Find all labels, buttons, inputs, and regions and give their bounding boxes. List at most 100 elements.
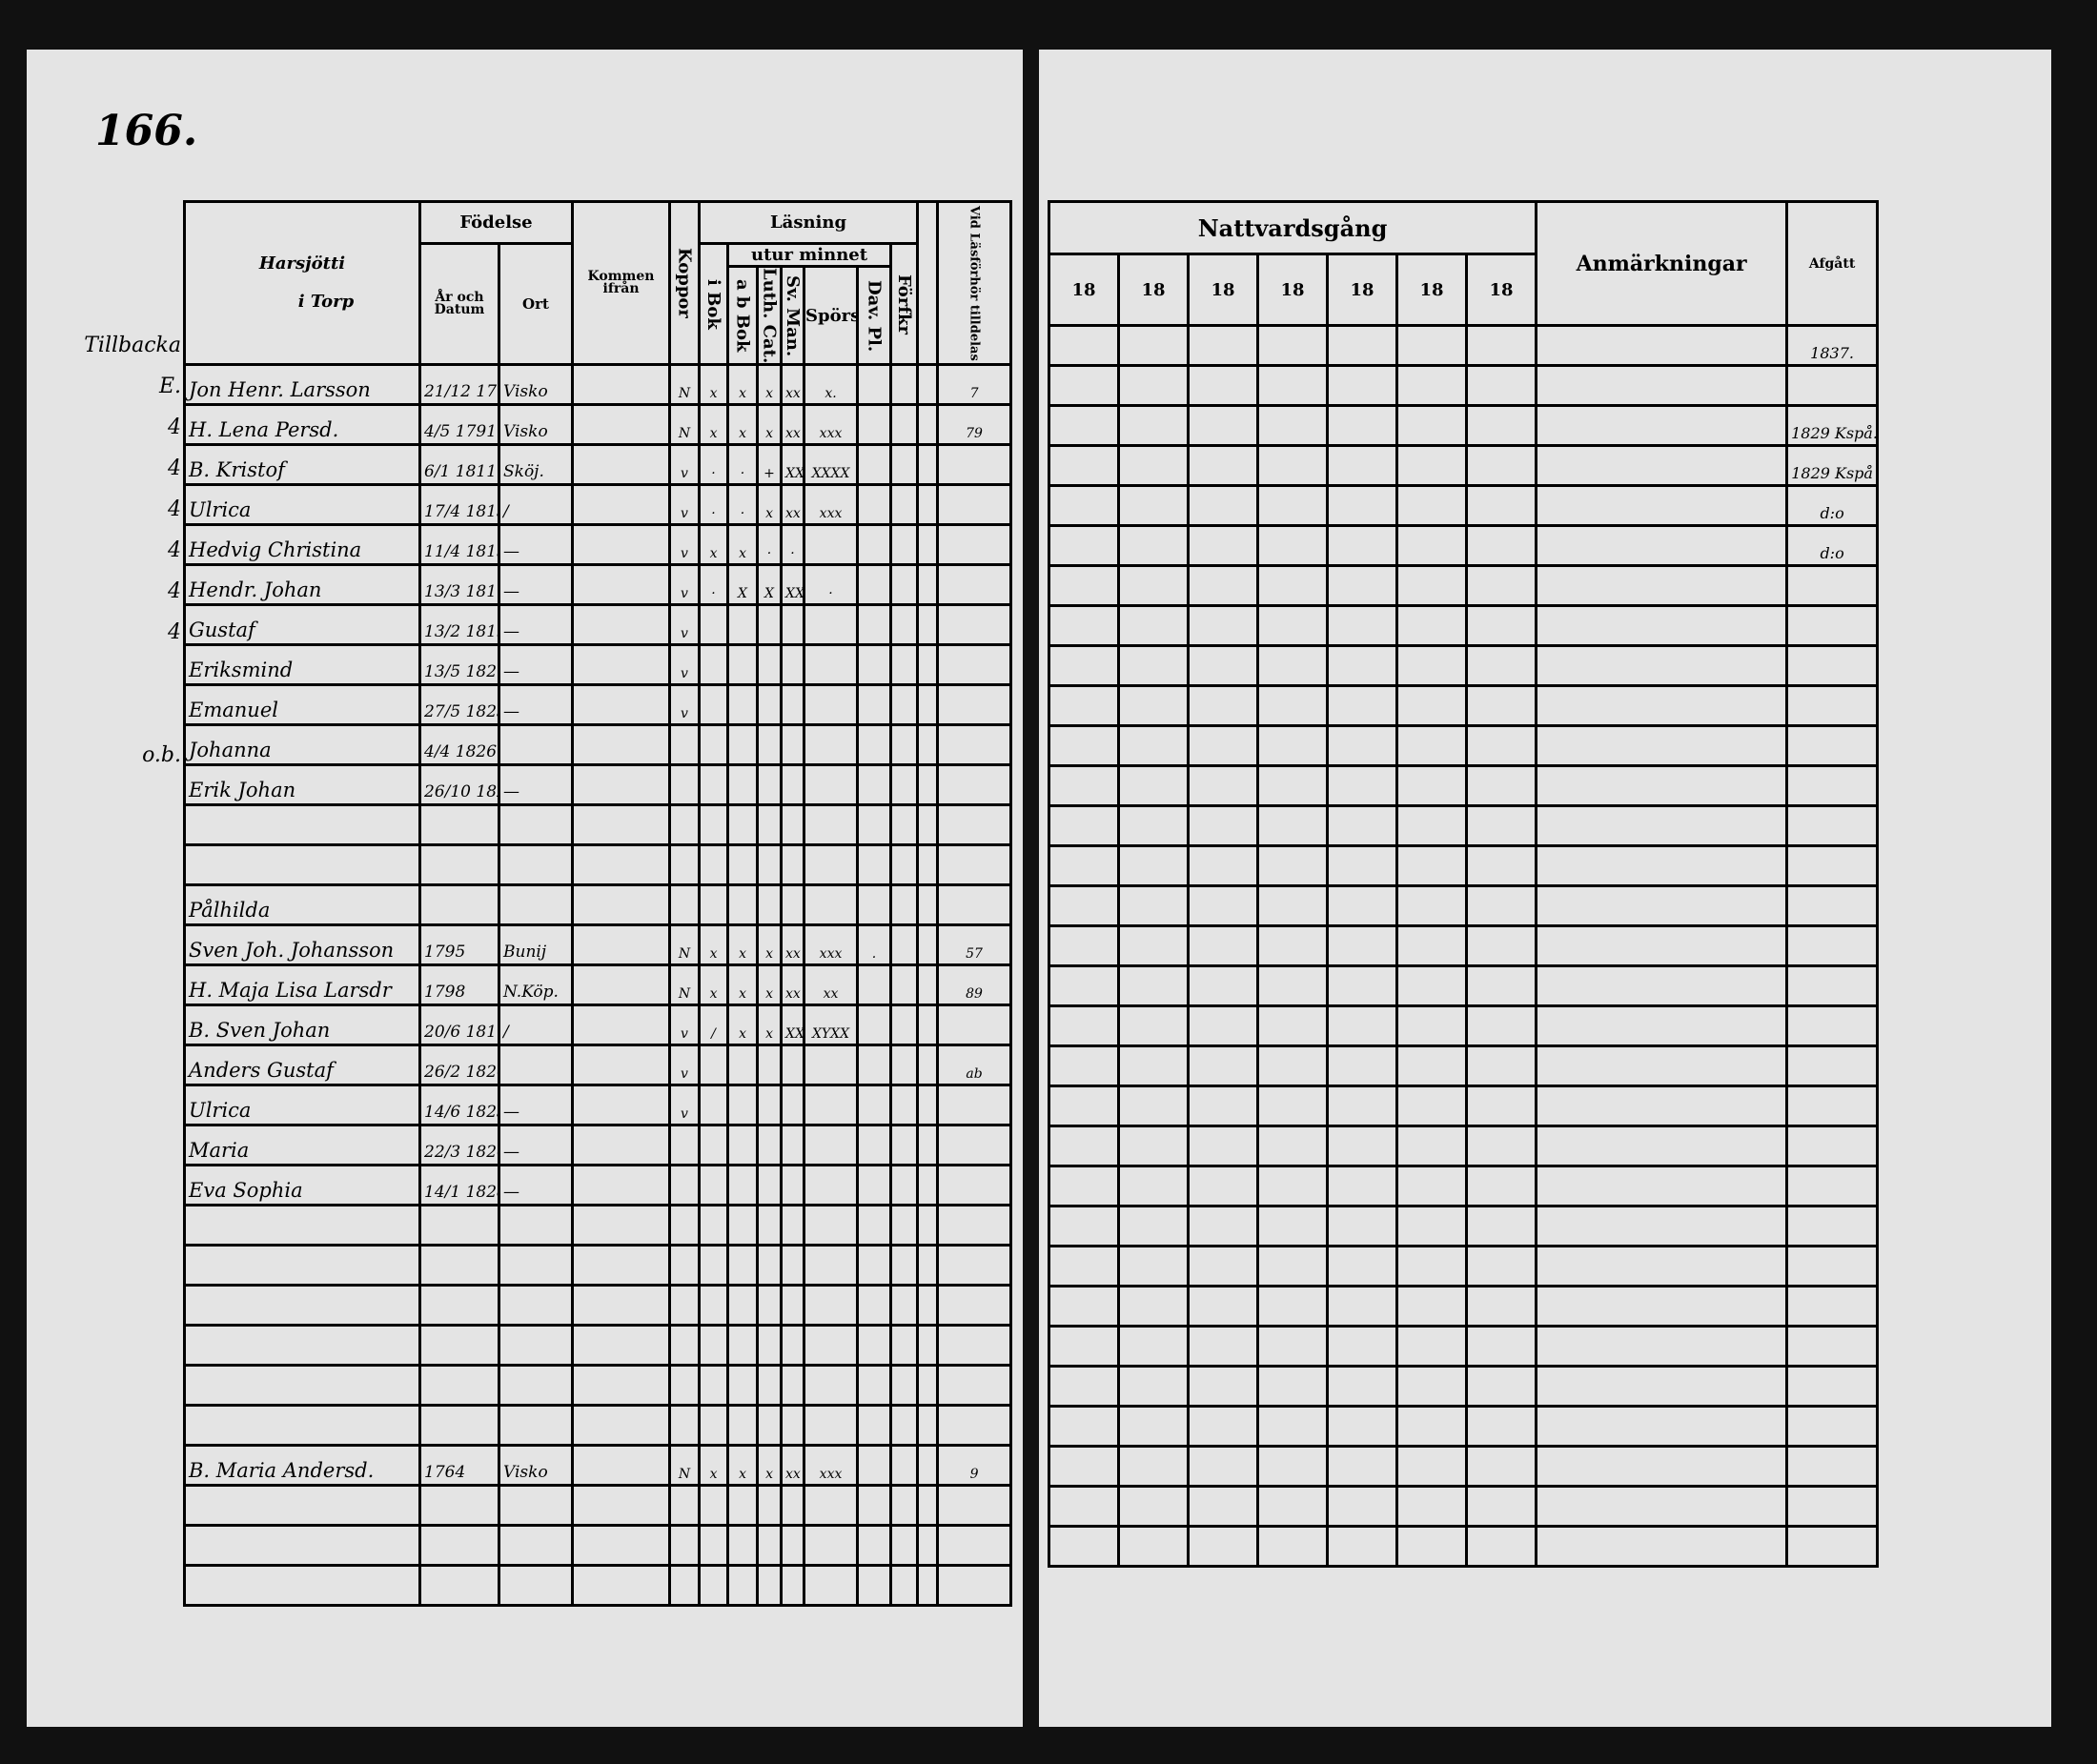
vid-lasforhor-cell [936, 763, 1013, 807]
nattvard-cell [1117, 1405, 1190, 1448]
luth-cat-cell: x [756, 363, 784, 407]
nattvard-cell [1395, 564, 1468, 607]
anmarkningar-cell [1535, 924, 1789, 967]
nattvard-cell [1326, 484, 1398, 527]
nattvard-cell [1048, 444, 1120, 487]
anmarkningar-cell [1535, 1525, 1789, 1568]
blank-cell [916, 1324, 940, 1368]
table-row [183, 843, 1013, 887]
afgatt-cell [1785, 1445, 1880, 1488]
birth-date-cell: 4/4 1826 [418, 723, 500, 767]
birth-date-cell: 14/6 1823 [418, 1084, 500, 1127]
blank-cell [916, 523, 940, 567]
table-row [183, 1284, 1013, 1328]
nattvard-cell [1326, 1445, 1398, 1488]
koppor-cell [668, 1244, 702, 1288]
table-row: 1829 Kspå. [1048, 404, 1880, 447]
ab-bok-cell [726, 803, 760, 847]
birth-date-cell: 13/2 1819 [418, 603, 500, 647]
birth-place-cell: N.Köp. [497, 963, 575, 1007]
sv-man-cell [780, 803, 806, 847]
nattvard-cell [1395, 1125, 1468, 1167]
margin-note: 4 [168, 497, 181, 521]
i-bok-cell: x [698, 923, 730, 967]
header-year-2: 18 [1117, 253, 1190, 327]
kommen-ifran-cell [571, 1284, 672, 1328]
nattvard-cell [1117, 764, 1190, 807]
anmarkningar-cell [1535, 1365, 1789, 1408]
sv-man-cell [780, 1364, 806, 1408]
nattvard-cell [1048, 1285, 1120, 1328]
anmarkningar-cell [1535, 724, 1789, 767]
nattvard-cell [1464, 644, 1538, 687]
nattvard-cell [1256, 1525, 1329, 1568]
nattvard-cell [1395, 1285, 1468, 1328]
sporsmal-cell [803, 883, 860, 927]
anmarkningar-cell [1535, 1485, 1789, 1528]
birth-date-cell [418, 1524, 500, 1568]
sv-man-cell [780, 723, 806, 767]
nattvard-cell [1326, 1004, 1398, 1047]
forfkr-cell [889, 1084, 920, 1127]
dav-pl-cell [856, 1564, 893, 1608]
anmarkningar-cell [1535, 324, 1789, 367]
nattvard-cell [1326, 1405, 1398, 1448]
birth-place-cell: Visko [497, 1444, 575, 1488]
i-bok-cell [698, 1404, 730, 1448]
dav-pl-cell [856, 643, 893, 687]
dav-pl-cell [856, 683, 893, 727]
luth-cat-cell: x [756, 1444, 784, 1488]
table-row: 1829 Kspå [1048, 444, 1880, 487]
koppor-cell [668, 1164, 702, 1207]
dav-pl-cell [856, 523, 893, 567]
kommen-ifran-cell [571, 1444, 672, 1488]
dav-pl-cell [856, 763, 893, 807]
name-cell: Gustaf [183, 603, 421, 647]
ab-bok-cell: · [726, 483, 760, 527]
ab-bok-cell: x [726, 363, 760, 407]
header-year-4: 18 [1256, 253, 1329, 327]
dav-pl-cell [856, 1244, 893, 1288]
nattvard-cell [1395, 964, 1468, 1007]
nattvard-cell [1048, 684, 1120, 727]
dav-pl-cell [856, 1164, 893, 1207]
birth-place-cell: — [497, 1124, 575, 1167]
kommen-ifran-cell [571, 1164, 672, 1207]
nattvard-cell [1256, 1405, 1329, 1448]
table-row: Eriksmind 13/5 1821— v [183, 643, 1013, 687]
nattvard-cell [1326, 764, 1398, 807]
sporsmal-cell [803, 723, 860, 767]
afgatt-cell [1785, 844, 1880, 887]
dav-pl-cell [856, 1524, 893, 1568]
afgatt-cell: d:o [1785, 524, 1880, 567]
birth-date-cell [418, 1564, 500, 1608]
vid-lasforhor-cell [936, 1004, 1013, 1047]
nattvard-cell [1326, 964, 1398, 1007]
kommen-ifran-cell [571, 803, 672, 847]
ab-bok-cell: x [726, 403, 760, 447]
birth-place-cell [497, 1324, 575, 1368]
birth-place-cell: / [497, 1004, 575, 1047]
afgatt-cell [1785, 724, 1880, 767]
i-bok-cell: · [698, 483, 730, 527]
table-row [1048, 684, 1880, 727]
nattvard-cell [1256, 564, 1329, 607]
luth-cat-cell [756, 1324, 784, 1368]
sporsmal-cell: XYXX [803, 1004, 860, 1047]
nattvard-cell [1395, 1325, 1468, 1368]
table-row [1048, 724, 1880, 767]
table-row [183, 1244, 1013, 1288]
name-cell: Ulrica [183, 483, 421, 527]
header-forfkr: Förfkr [889, 241, 920, 367]
nattvard-cell [1395, 1485, 1468, 1528]
i-bok-cell: x [698, 963, 730, 1007]
forfkr-cell [889, 683, 920, 727]
kommen-ifran-cell [571, 603, 672, 647]
nattvard-cell [1048, 1485, 1120, 1528]
table-row [1048, 1525, 1880, 1568]
nattvard-cell [1187, 1044, 1259, 1087]
register-table-right: Nattvardsgång Anmärkningar Afgått 18 18 18… [1047, 200, 1880, 1568]
birth-place-cell: — [497, 643, 575, 687]
nattvard-cell [1048, 964, 1120, 1007]
